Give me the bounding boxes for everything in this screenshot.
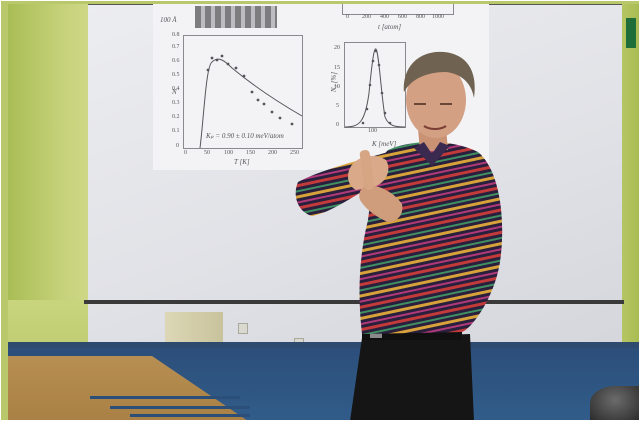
left-plot-y-tick: 0.4 (172, 86, 180, 92)
left-plot-x-tick: 200 (268, 150, 277, 156)
left-plot-x-tick: 150 (246, 150, 255, 156)
top-plot-tick: 0 (346, 14, 349, 20)
left-plot-y-tick: 0.5 (172, 72, 180, 78)
top-plot-x-label: t [atom] (378, 23, 402, 31)
carpet-stripe (130, 414, 250, 417)
left-plot-y-tick: 0.8 (172, 32, 180, 38)
baseboard (8, 342, 640, 348)
slide-left-plot (183, 35, 303, 149)
top-plot-tick: 400 (380, 14, 389, 20)
left-plot-y-tick: 0.3 (172, 100, 180, 106)
right-plot-graphic (344, 48, 406, 128)
right-plot-y-tick: 0 (336, 122, 339, 128)
top-plot-tick: 200 (362, 14, 371, 20)
right-plot-y-tick: 15 (334, 65, 340, 71)
chair (590, 386, 640, 421)
left-plot-y-tick: 0 (176, 143, 179, 149)
right-plot-y-tick: 5 (336, 103, 339, 109)
screen-bottom-edge (84, 300, 624, 304)
left-plot-y-tick: 0.6 (172, 58, 180, 64)
top-plot-tick: 800 (416, 14, 425, 20)
exit-sign (626, 18, 636, 48)
top-plot-tick: 1000 (432, 14, 444, 20)
left-plot-x-tick: 250 (290, 150, 299, 156)
right-plot-x-tick: 100 (368, 128, 377, 134)
right-plot-y-tick: 20 (334, 45, 340, 51)
left-plot-x-tick: 0 (184, 150, 187, 156)
right-plot-x-label: K [meV] (372, 140, 397, 148)
left-plot-x-label: T [K] (234, 158, 250, 166)
left-plot-y-tick: 0.7 (172, 44, 180, 50)
slide-image-strip (195, 6, 277, 28)
slide-top-plot (342, 4, 454, 15)
right-plot-y-tick: 10 (334, 84, 340, 90)
left-plot-graphic (199, 54, 303, 149)
top-plot-tick: 600 (398, 14, 407, 20)
left-plot-y-tick: 0.2 (172, 114, 180, 120)
left-plot-annotation: Kₚ = 0.90 ± 0.10 meV/atom (206, 132, 284, 140)
power-socket (238, 323, 248, 334)
left-plot-y-tick: 0.1 (172, 128, 180, 134)
left-plot-x-tick: 100 (224, 150, 233, 156)
left-plot-y-label: N (172, 88, 177, 96)
slide-corner-label: 100 Å (160, 16, 177, 24)
carpet-stripe (90, 396, 240, 399)
carpet-stripe (110, 406, 250, 409)
left-plot-x-tick: 50 (204, 150, 210, 156)
